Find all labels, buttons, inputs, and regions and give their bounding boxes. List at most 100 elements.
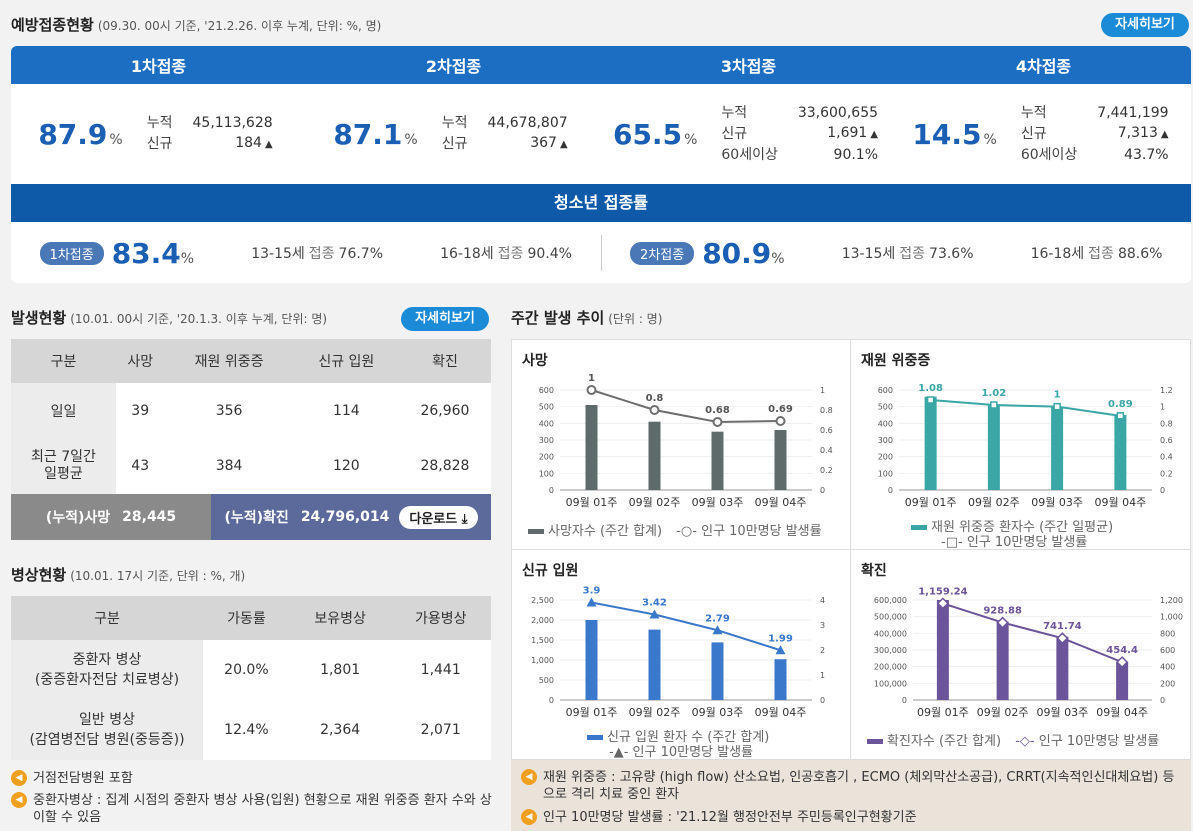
y-tick-label: 400 <box>539 419 554 428</box>
outbreak-detail-button[interactable]: 자세히보기 <box>401 307 489 331</box>
cum-case-label: (누적)확진 <box>224 510 289 526</box>
dose1-pct-value: 87.9 <box>38 117 108 151</box>
bar <box>1116 661 1129 700</box>
legend-bar-label: 사망자수 (주간 합계) <box>548 524 663 539</box>
data-label: 0.69 <box>768 404 793 415</box>
line-point <box>712 625 723 635</box>
line-point <box>1056 632 1069 645</box>
vaccination-detail-button[interactable]: 자세히보기 <box>1101 13 1189 37</box>
y-tick-label: 2,000 <box>531 616 554 625</box>
dose3-pct-unit: % <box>684 131 698 148</box>
data-label: 0.89 <box>1108 399 1133 410</box>
x-tick-label: 09월 02주 <box>968 496 1020 509</box>
teen-first-summary: 1차접종 83.4% <box>39 237 194 270</box>
speaker-icon: ◀ <box>11 770 27 786</box>
teen-first-badge: 1차접종 <box>39 241 104 265</box>
teen-first-age-b-label: 접종 <box>497 246 524 262</box>
download-button[interactable]: 다운로드 ⤓ <box>399 505 478 529</box>
dose4-cum-label: 누적 <box>1020 105 1047 121</box>
y2-tick-label: 0.2 <box>820 466 833 475</box>
legend-bar-icon <box>867 739 883 744</box>
row-label: 중환자 병상 (중증환자전담 치료병상) <box>11 640 203 700</box>
y-tick-label: 100 <box>539 469 554 478</box>
x-tick-label: 09월 04주 <box>755 496 807 509</box>
y2-tick-label: 0 <box>1160 486 1165 495</box>
chart-death: 0 100 200 300 400 500 600 0 0.2 0.4 0.6 0.8 1 09월 01주… <box>539 373 833 509</box>
beds-table-wrap: 구분 가동률 보유병상 가용병상 중환자 병상 (중증환자전담 치료병상) 20.… <box>11 596 491 760</box>
y-tick-label: 500,000 <box>874 613 907 622</box>
cumulative-bar: (누적)사망 28,445 (누적)확진 24,796,014 다운로드 ⤓ <box>11 494 491 540</box>
teen-second: 2차접종 80.9% 13-15세 접종 73.6% 16-18세 접종 88.6% <box>602 237 1192 270</box>
teen-second-age-a: 13-15세 접종 73.6% <box>842 243 974 263</box>
x-tick-label: 09월 04주 <box>1095 496 1147 509</box>
bar <box>1051 406 1064 490</box>
note-text: 거점전담병원 포함 <box>33 771 133 786</box>
vaccination-title: 예방접종현황 (09.30. 00시 기준, '21.2.26. 이후 누계, 단… <box>11 14 381 35</box>
dose3-stats: 누적 33,600,655 신규 1,691 ▲ 60세이상 90.1% <box>715 102 884 166</box>
dose1-label: 1차접종 <box>130 57 187 76</box>
y2-tick-label: 200 <box>1160 679 1175 688</box>
legend-line-icon: -□- <box>941 535 963 550</box>
table-header-row: 구분 사망 재원 위중증 신규 입원 확진 <box>11 339 491 383</box>
teen-second-summary: 2차접종 80.9% <box>630 237 785 270</box>
dose4-summary: 14.5% 누적 7,441,199 신규 7,313 ▲ 60세이상 43.7% <box>896 102 1191 166</box>
up-arrow-icon: ▲ <box>264 139 273 150</box>
data-label: 1.99 <box>768 633 793 644</box>
y2-tick-label: 800 <box>1160 629 1175 638</box>
dose4-new-value: 7,313 <box>1117 125 1158 141</box>
y-tick-label: 100,000 <box>874 679 907 688</box>
chart-case: 0 100,000 200,000 300,000 400,000 500,000 600,… <box>874 586 1183 719</box>
row-label: 일일 <box>11 383 116 438</box>
x-tick-label: 09월 03주 <box>692 496 744 509</box>
y-tick-label: 600 <box>539 386 554 395</box>
row-label-sub: (중증환자전담 치료병상) <box>34 672 180 688</box>
teen-first-age-a-range: 13-15세 <box>251 246 305 262</box>
legend-bar-label: 신규 입원 환자 수 (주간 합계) <box>607 730 770 745</box>
dose3-60plus-label: 60세이상 <box>721 147 778 163</box>
bar <box>936 600 949 700</box>
dose2-cum-value: 44,678,807 <box>487 115 568 131</box>
cell-admit: 120 <box>332 458 360 474</box>
y2-tick-label: 0.4 <box>1160 453 1173 462</box>
series-line <box>591 389 781 424</box>
beds-notes: ◀ 거점전담병원 포함 ◀ 중환자병상 : 집계 시점의 중환자 병상 사용(입원)… <box>11 770 496 826</box>
dose3-pct-value: 65.5 <box>612 117 683 151</box>
dose3-60plus-value: 90.1% <box>833 147 879 163</box>
table-header-row: 구분 가동률 보유병상 가용병상 <box>11 596 491 640</box>
y-tick-label: 1,500 <box>531 636 554 645</box>
dose1-new-value: 184 <box>235 135 262 151</box>
y-tick-label: 500 <box>539 676 554 685</box>
outbreak-table-wrap: 구분 사망 재원 위중증 신규 입원 확진 일일 39 356 114 26,9… <box>11 339 491 540</box>
x-tick-label: 09월 01주 <box>566 706 618 719</box>
speaker-icon: ◀ <box>521 809 537 825</box>
dose3-pct: 65.5% <box>613 118 697 151</box>
row-label-sub: (감염병전담 병원(중등증)) <box>29 732 185 748</box>
teen-second-age-a-value: 73.6% <box>929 246 974 262</box>
chart-death-title: 사망 <box>522 353 548 369</box>
teen-second-pct-value: 80.9 <box>702 236 772 270</box>
line-point <box>649 609 660 619</box>
cell-owned: 2,364 <box>320 722 361 738</box>
note-text: 재원 위중증 : 고유량 (high flow) 산소요법, 인공호흡기 , E… <box>543 770 1175 802</box>
dose3-cum-label: 누적 <box>721 105 748 121</box>
bar <box>924 396 937 490</box>
data-label: 1,159.24 <box>918 586 967 597</box>
x-tick-label: 09월 02주 <box>629 706 681 719</box>
col-header: 가용병상 <box>390 596 491 640</box>
col-header: 구분 <box>11 596 203 640</box>
teen-second-age-b-range: 16-18세 <box>1030 246 1085 262</box>
legend-bar-label: 확진자수 (주간 합계) <box>887 734 1002 749</box>
line-point <box>926 396 935 404</box>
y-tick-label: 0 <box>888 486 893 495</box>
data-label: 3.9 <box>583 586 601 597</box>
dose1-pct: 87.9% <box>38 118 122 151</box>
dose1-cum-value: 45,113,628 <box>192 115 273 131</box>
y2-tick-label: 600 <box>1160 646 1175 655</box>
speaker-icon: ◀ <box>11 792 27 808</box>
table-row: 일일 39 356 114 26,960 <box>11 383 491 438</box>
x-tick-label: 09월 01주 <box>905 496 957 509</box>
vaccination-title-text: 예방접종현황 <box>11 16 94 34</box>
x-tick-label: 09월 04주 <box>755 706 807 719</box>
beds-title-text: 병상현황 <box>11 566 67 584</box>
teen-header: 청소년 접종률 <box>11 184 1191 222</box>
